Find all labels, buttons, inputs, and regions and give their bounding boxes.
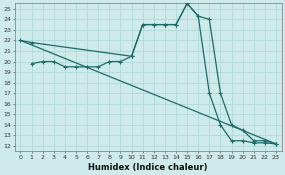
X-axis label: Humidex (Indice chaleur): Humidex (Indice chaleur) (88, 163, 208, 172)
